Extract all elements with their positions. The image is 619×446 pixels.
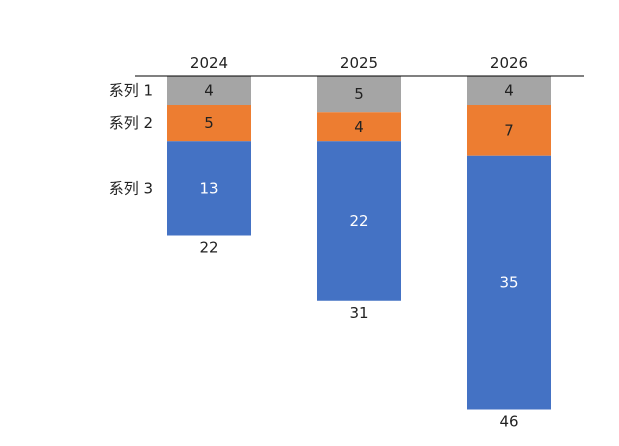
bar-segment-2025-series-1	[317, 76, 401, 113]
bar-segment-2026-series-3	[467, 155, 551, 410]
data-label-2025-series-1: 5	[354, 85, 364, 103]
total-label-2026: 46	[499, 413, 518, 431]
data-label-2026-series-2: 7	[504, 121, 514, 139]
data-label-2026-series-1: 4	[504, 82, 514, 100]
category-label-2024: 2024	[190, 54, 228, 72]
bars-layer	[167, 76, 551, 410]
bar-segment-2026-series-1	[467, 76, 551, 105]
data-label-2024-series-3: 13	[199, 179, 218, 197]
bar-segment-2025-series-3	[317, 141, 401, 301]
bar-segment-2024-series-1	[167, 76, 251, 105]
data-label-2024-series-1: 4	[204, 82, 214, 100]
category-label-2026: 2026	[490, 54, 528, 72]
bar-segment-2024-series-3	[167, 141, 251, 236]
category-label-2025: 2025	[340, 54, 378, 72]
labels-layer: 2024 4 5 13 22 2025 5 4 22 31 2026 4 7 35 46 系列 1 系列 2 系列…	[109, 54, 528, 431]
bar-segment-2026-series-2	[467, 105, 551, 156]
data-label-2024-series-2: 5	[204, 114, 214, 132]
bar-segment-2025-series-2	[317, 112, 401, 142]
data-label-2025-series-2: 4	[354, 118, 364, 136]
series-name-label-3: 系列 3	[109, 179, 153, 197]
total-label-2024: 22	[199, 239, 218, 257]
total-label-2025: 31	[349, 304, 368, 322]
data-label-2025-series-3: 22	[349, 212, 368, 230]
bar-segment-2024-series-2	[167, 105, 251, 142]
data-label-2026-series-3: 35	[499, 274, 518, 292]
series-name-label-1: 系列 1	[109, 82, 153, 100]
series-name-label-2: 系列 2	[109, 114, 153, 132]
